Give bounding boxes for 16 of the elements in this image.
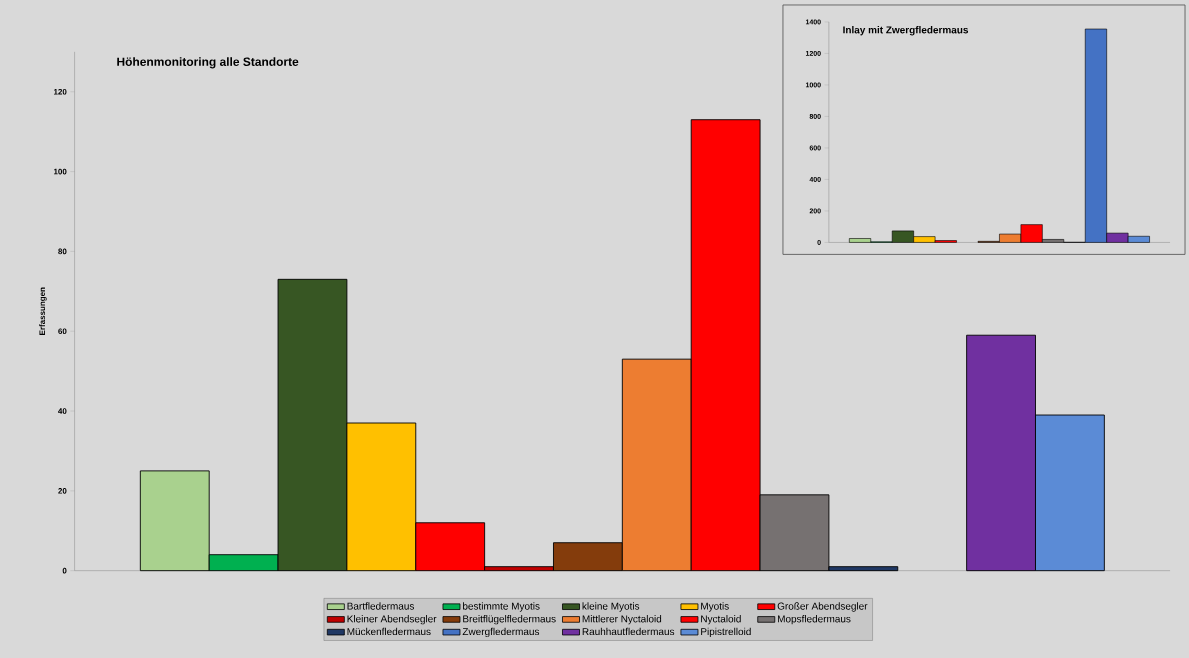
legend-label: Mückenfledermaus: [347, 627, 431, 635]
chart-title: Höhenmonitoring alle Standorte: [117, 56, 299, 69]
legend-label: Rauhhautfledermaus: [582, 627, 675, 635]
chart-title: Inlay mit Zwergfledermaus: [843, 25, 969, 36]
legend-label: Großer Abendsegler: [777, 602, 868, 612]
legend-label: Mopsfledermaus: [777, 614, 851, 625]
legend-label: Zwergfledermaus: [462, 627, 540, 637]
legend-label: Bartfledermaus: [347, 602, 415, 610]
legend-label: kleine Myotis: [582, 602, 640, 612]
legend-label: Kleiner Abendsegler: [347, 614, 437, 625]
legend-label: Mittlerer Nyctaloid: [582, 614, 662, 625]
legend-label: bestimmte Myotis: [463, 602, 540, 612]
legend-label: Nyctaloid: [701, 614, 741, 625]
legend-label: Myotis: [701, 602, 729, 612]
legend-label: Breitflügelfledermaus: [463, 614, 556, 625]
legend-label: Pipistrelloid: [701, 627, 751, 637]
